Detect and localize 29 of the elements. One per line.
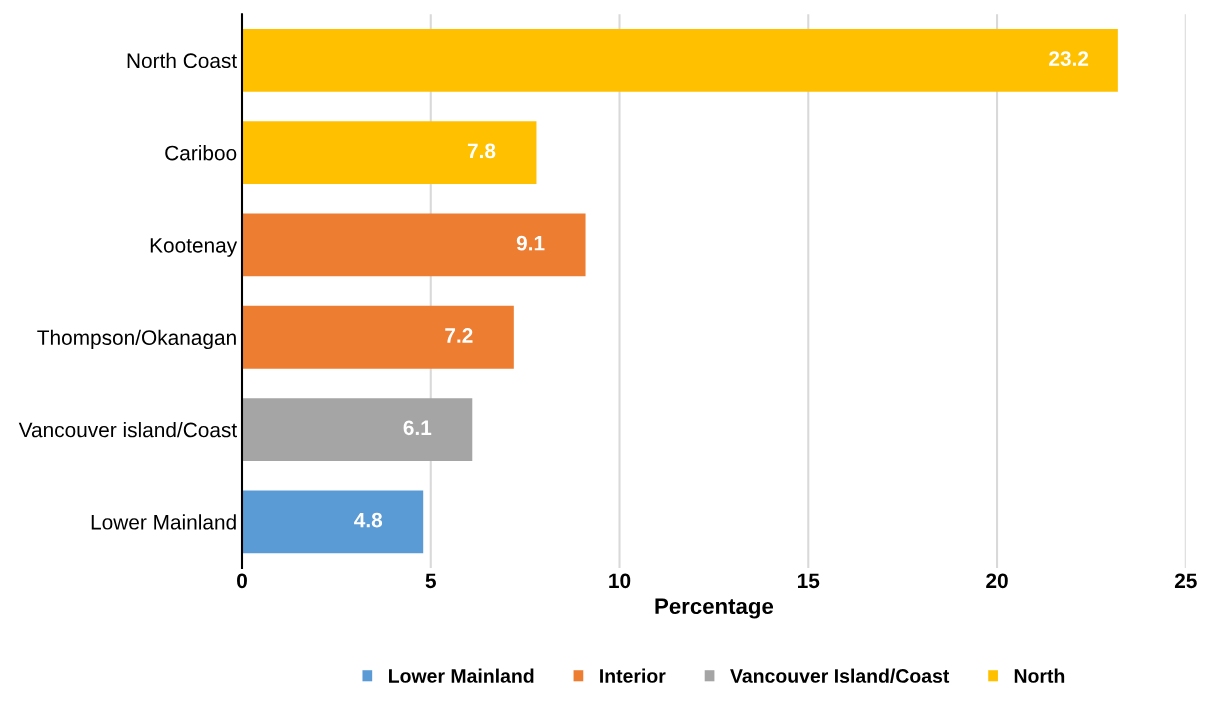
- bar: [242, 213, 586, 277]
- x-tick-label: 15: [798, 573, 820, 589]
- legend-label: Interior: [600, 668, 666, 683]
- x-axis-title: Percentage: [655, 598, 774, 619]
- data-label: 7.2: [445, 328, 473, 343]
- bar: [242, 28, 1118, 92]
- y-tick-label: Lower Mainland: [91, 514, 236, 530]
- data-label: 9.1: [516, 235, 545, 251]
- data-label: 6.1: [403, 420, 432, 436]
- data-label: 7.8: [467, 143, 496, 159]
- y-tick-label: Cariboo: [165, 145, 237, 161]
- x-tick-label: 0: [237, 573, 247, 589]
- legend-label: Lower Mainland: [389, 668, 534, 683]
- x-tick-label: 20: [986, 573, 1008, 589]
- y-tick-label: North Coast: [127, 52, 237, 69]
- legend-label: North: [1014, 668, 1065, 683]
- y-tick-label: Thompson/Okanagan: [37, 329, 236, 350]
- bar: [242, 121, 537, 185]
- bar: [242, 398, 473, 461]
- data-label: 23.2: [1049, 51, 1089, 66]
- bar: [242, 305, 514, 369]
- x-tick-label: 10: [609, 573, 631, 589]
- x-tick-label: 25: [1174, 573, 1197, 589]
- x-tick-label: 5: [425, 573, 436, 589]
- data-label: 4.8: [354, 512, 383, 528]
- y-tick-label: Vancouver island/Coast: [18, 422, 237, 438]
- y-tick-label: Kootenay: [150, 238, 238, 257]
- bar: [242, 490, 424, 554]
- legend-label: Vancouver Island/Coast: [730, 668, 950, 684]
